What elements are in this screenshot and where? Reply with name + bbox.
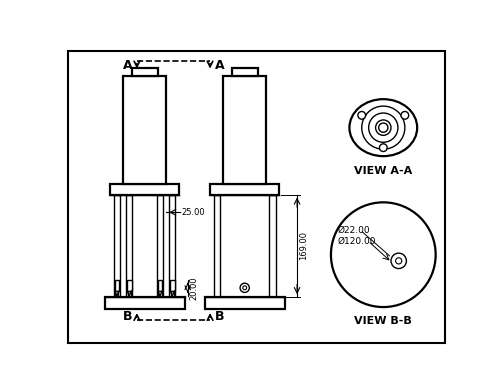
Bar <box>171 291 174 296</box>
Bar <box>204 297 284 309</box>
Bar <box>110 184 179 195</box>
Text: B: B <box>123 310 132 323</box>
Circle shape <box>401 112 408 119</box>
Circle shape <box>358 112 366 119</box>
Bar <box>210 184 280 195</box>
Circle shape <box>376 120 391 135</box>
Circle shape <box>368 113 398 142</box>
Text: A: A <box>123 59 132 72</box>
Bar <box>114 280 119 291</box>
Text: VIEW A-A: VIEW A-A <box>354 166 412 176</box>
Bar <box>128 291 130 296</box>
Bar <box>169 195 175 297</box>
Circle shape <box>362 106 405 149</box>
Bar <box>116 291 118 296</box>
Ellipse shape <box>350 99 417 156</box>
Circle shape <box>240 283 250 292</box>
Bar <box>126 195 132 297</box>
Bar <box>270 195 276 297</box>
Text: B: B <box>214 310 224 323</box>
Text: A: A <box>214 59 224 72</box>
Bar <box>158 280 162 291</box>
Bar <box>123 76 166 184</box>
Bar <box>214 195 220 297</box>
Bar <box>158 291 162 296</box>
Circle shape <box>380 144 387 152</box>
Circle shape <box>378 123 388 132</box>
Bar <box>170 280 174 291</box>
Bar <box>223 76 266 184</box>
Text: Ø120.00: Ø120.00 <box>337 236 376 245</box>
Text: 25.00: 25.00 <box>182 208 205 217</box>
Circle shape <box>331 202 436 307</box>
Circle shape <box>243 286 246 290</box>
Circle shape <box>396 258 402 264</box>
Bar <box>132 68 158 76</box>
Bar <box>104 297 184 309</box>
Circle shape <box>391 253 406 269</box>
Bar <box>232 68 258 76</box>
Text: 20.00: 20.00 <box>190 276 198 300</box>
Text: 169.00: 169.00 <box>300 231 308 261</box>
Bar <box>157 195 163 297</box>
Text: Ø22.00: Ø22.00 <box>337 225 370 234</box>
Bar <box>127 280 132 291</box>
Bar <box>114 195 120 297</box>
Text: VIEW B-B: VIEW B-B <box>354 316 412 326</box>
